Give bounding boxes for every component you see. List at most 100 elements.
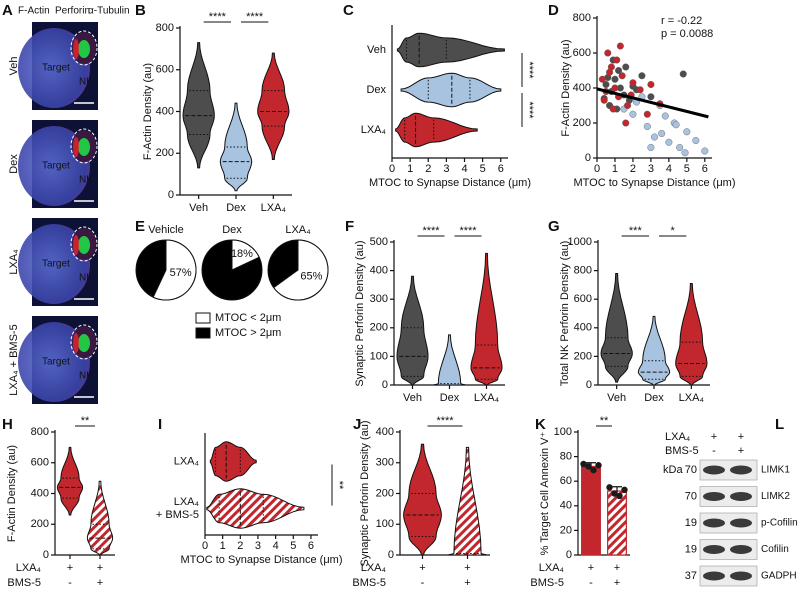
y-tick-label: 0: [586, 379, 592, 391]
blot-band: [703, 492, 725, 501]
violin: [447, 446, 488, 556]
y-axis-label: Total NK Perforin Density (au): [559, 241, 571, 387]
blot-lane-label: +: [711, 431, 717, 443]
y-tick-label: 100: [370, 350, 388, 362]
blot-lane-label: +: [738, 431, 744, 443]
kda-value: 19: [685, 517, 697, 529]
condition-label: -: [68, 577, 72, 589]
perforin-signal: [78, 334, 90, 352]
perforin-signal: [78, 40, 90, 58]
y-axis-label: % Target Cell Annexin V⁺: [539, 432, 551, 556]
actin-signal: [73, 333, 79, 353]
x-tick-label: 4: [666, 163, 672, 175]
blot-strip: [699, 539, 758, 560]
scatter-point: [647, 80, 655, 88]
condition-label: +: [614, 562, 620, 574]
x-tick-label: 0: [594, 163, 600, 175]
y-tick-label: 400: [573, 82, 591, 94]
significance-label: **: [333, 481, 345, 490]
significance-label: ****: [459, 225, 477, 237]
actin-signal: [73, 137, 79, 157]
violin: [403, 443, 442, 556]
x-tick-label: LXA₄: [474, 392, 500, 404]
y-axis-label: F-Actin Density (au): [560, 39, 572, 136]
violin: [219, 102, 253, 192]
scatter-point: [598, 75, 606, 83]
kda-value: 70: [685, 464, 697, 476]
x-tick-label: 2: [425, 163, 431, 175]
y-axis-label: F-Actin Density (au): [142, 63, 154, 160]
scatter-point: [622, 119, 630, 127]
channel-label: Perforin: [55, 6, 90, 17]
blot-condition-label: BMS-5: [665, 445, 699, 457]
scatter-point: [701, 147, 709, 155]
pie-title: Dex: [222, 224, 242, 236]
significance-label: ****: [523, 61, 535, 79]
scatter-point: [658, 129, 666, 137]
target-label: Target: [42, 357, 70, 368]
blot-band: [730, 571, 752, 581]
nk-outline: [70, 324, 98, 360]
row-label: LXA₄ + BMS-5: [8, 324, 20, 395]
protein-label: p-Cofilin: [761, 518, 798, 529]
y-tick-label: 0: [168, 189, 174, 201]
x-tick-label: 6: [498, 163, 504, 175]
blot-lane-label: +: [738, 445, 744, 457]
significance-label: *: [671, 225, 676, 237]
y-axis-label: Synaptic Perforin Density (au): [354, 240, 366, 386]
violin: [395, 112, 478, 148]
significance-label: ****: [436, 415, 454, 427]
x-axis-label: MTOC to Synapse Distance (μm): [180, 554, 342, 566]
condition-label: +: [419, 562, 425, 574]
panel-letter: K: [535, 416, 546, 433]
x-tick-label: 3: [648, 163, 654, 175]
data-point: [621, 486, 628, 494]
blot-band: [703, 571, 725, 581]
scatter-point: [651, 133, 659, 141]
scatter-point: [636, 86, 644, 94]
scatter-point: [600, 96, 608, 104]
perforin-signal: [78, 138, 90, 156]
blot-condition-label: LXA₄: [665, 431, 691, 443]
panel-letter: C: [343, 2, 354, 19]
condition-row-label: LXA₄: [361, 562, 387, 574]
scatter-point: [613, 56, 621, 64]
violin: [396, 275, 429, 386]
scatter-point: [609, 105, 617, 113]
target-label: Target: [42, 63, 70, 74]
y-tick-label: 60: [560, 475, 572, 487]
blot-strip: [699, 512, 758, 534]
y-tick-label: 400: [156, 105, 174, 117]
y-tick-label: 0: [388, 549, 394, 561]
row-label: LXA₄: [8, 249, 20, 275]
y-tick-label: 600: [574, 293, 592, 305]
significance-label: ****: [523, 101, 535, 119]
panel-letter: H: [2, 416, 13, 433]
x-tick-label: Veh: [607, 392, 626, 404]
legend-swatch: [195, 327, 211, 339]
row-label: Dex: [8, 154, 20, 174]
data-point: [590, 466, 597, 474]
condition-label: +: [588, 562, 594, 574]
condition-label: -: [421, 577, 425, 589]
scatter-point: [618, 72, 626, 80]
channel-label: F-Actin: [18, 6, 50, 17]
panel-letter: J: [353, 416, 361, 433]
x-tick-label: 5: [684, 163, 690, 175]
x-tick-label: 0: [202, 540, 208, 552]
y-tick-label: 800: [31, 426, 49, 438]
category-label: LXA₄: [174, 496, 200, 508]
y-axis-label: Synaptic Perforin Density (au): [359, 420, 371, 566]
x-tick-label: 3: [255, 540, 261, 552]
y-tick-label: 400: [31, 487, 49, 499]
annotation: p = 0.0088: [661, 28, 713, 40]
data-point: [585, 463, 592, 470]
y-tick-label: 0: [566, 549, 572, 561]
nk-label: NK: [79, 273, 93, 284]
panel-letter: G: [548, 218, 560, 235]
scatter-point: [683, 128, 691, 136]
violin: [86, 480, 114, 556]
condition-label: +: [464, 577, 470, 589]
scatter-point: [692, 136, 700, 144]
